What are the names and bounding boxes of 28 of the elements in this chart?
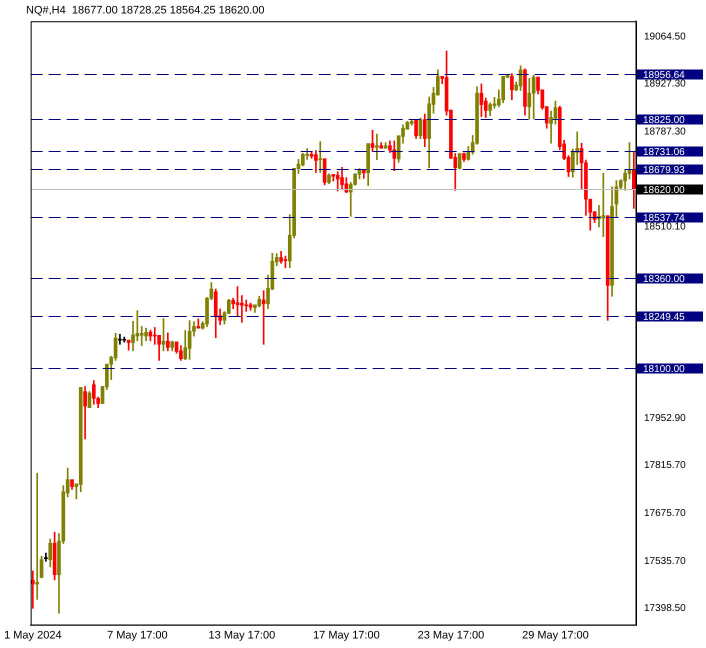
ref-line-label: 18249.45 — [643, 312, 686, 323]
x-tick-label: 17 May 17:00 — [313, 629, 380, 642]
ref-line-label: 18620.00 — [643, 184, 686, 196]
ref-line-label: 18360.00 — [643, 274, 686, 285]
x-tick-label: 29 May 17:00 — [522, 629, 589, 642]
x-tick-label: 7 May 17:00 — [107, 629, 168, 642]
y-tick-label: 17815.70 — [644, 460, 686, 471]
candlestick — [118, 334, 122, 345]
y-tick-label: 18787.30 — [644, 126, 686, 138]
y-tick-label: 18510.10 — [644, 222, 686, 233]
x-tick-label: 1 May 2024 — [4, 629, 62, 642]
y-tick-label: 17398.50 — [644, 602, 686, 614]
y-tick-label: 18927.30 — [644, 78, 686, 90]
y-tick-label: 19064.50 — [644, 32, 686, 43]
y-tick-label: 17675.70 — [644, 508, 686, 519]
ref-line-label: 18956.64 — [643, 70, 686, 81]
candlestick — [162, 318, 166, 352]
y-tick-label: 17535.70 — [644, 556, 686, 567]
ref-line-label: 18679.93 — [643, 164, 686, 176]
ref-line-label: 18731.06 — [643, 146, 686, 158]
x-tick-label: 23 May 17:00 — [418, 629, 484, 642]
ref-line-label: 18537.74 — [643, 212, 686, 224]
y-tick-label: 17952.90 — [644, 412, 686, 424]
ref-line-label: 18825.00 — [643, 114, 686, 126]
chart-title: NQ#,H4 18677.00 18728.25 18564.25 18620.00 — [26, 4, 265, 17]
candlestick — [370, 130, 374, 152]
ref-line-label: 18100.00 — [643, 364, 686, 375]
x-tick-label: 13 May 17:00 — [208, 629, 276, 642]
